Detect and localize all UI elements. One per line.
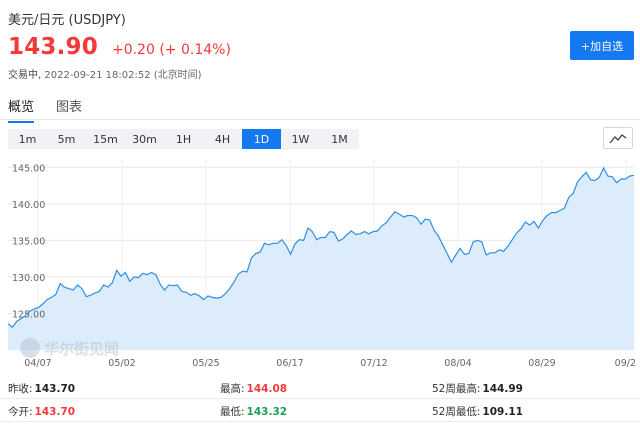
x-tick-label: 09/2 <box>615 358 636 369</box>
price-row: 143.90 +0.20 (+ 0.14%) <box>8 34 231 60</box>
period-1mo[interactable]: 1M <box>320 129 359 149</box>
line-chart-icon <box>609 134 627 144</box>
period-1m[interactable]: 1m <box>8 129 47 149</box>
stat-52w-low: 52周最低: 109.11 <box>432 404 523 419</box>
period-30m[interactable]: 30m <box>125 129 164 149</box>
prev-close-value: 143.70 <box>34 383 76 395</box>
stats-table: 昨收: 143.70 最高: 144.08 52周最高: 144.99 今开: 143.… <box>0 376 640 422</box>
x-tick-label: 06/17 <box>276 358 303 369</box>
chart-type-toggle[interactable] <box>603 127 633 149</box>
last-price: 143.90 <box>8 34 98 60</box>
y-tick-label: 145.00 <box>12 163 45 174</box>
status-label: 交易中, <box>8 70 42 81</box>
watermark: 华尔街见闻 <box>20 338 119 358</box>
period-1h[interactable]: 1H <box>164 129 203 149</box>
stat-52w-high: 52周最高: 144.99 <box>432 381 523 396</box>
stat-low: 最低: 143.32 <box>220 404 287 419</box>
prev-close-label: 昨收: <box>8 383 33 395</box>
period-5m[interactable]: 5m <box>47 129 86 149</box>
period-15m[interactable]: 15m <box>86 129 125 149</box>
x-tick-label: 08/04 <box>444 358 471 369</box>
view-tabs: 概览 图表 <box>8 96 104 123</box>
low-value: 143.32 <box>246 406 288 418</box>
stats-row: 今开: 143.70 最低: 143.32 52周最低: 109.11 <box>0 399 640 422</box>
stat-open: 今开: 143.70 <box>8 404 75 419</box>
watermark-text: 华尔街见闻 <box>44 340 119 358</box>
stat-prev-close: 昨收: 143.70 <box>8 381 75 396</box>
tabs-divider <box>0 119 640 120</box>
x-axis-ticks: 04/07 05/02 05/25 06/17 07/12 08/04 08/29 09/2 <box>24 358 636 369</box>
x-tick-label: 05/02 <box>108 358 135 369</box>
price-chart[interactable]: 125.00 130.00 135.00 140.00 145.00 04/07 05/0… <box>0 152 640 372</box>
x-tick-label: 05/25 <box>192 358 219 369</box>
tab-chart[interactable]: 图表 <box>56 100 83 115</box>
period-4h[interactable]: 4H <box>203 129 242 149</box>
add-watchlist-button[interactable]: +加自选 <box>570 31 634 60</box>
period-selector: 1m 5m 15m 30m 1H 4H 1D 1W 1M <box>8 129 359 149</box>
price-change: +0.20 (+ 0.14%) <box>111 42 231 58</box>
period-1d[interactable]: 1D <box>242 129 281 149</box>
period-1w[interactable]: 1W <box>281 129 320 149</box>
tab-overview[interactable]: 概览 <box>8 96 35 123</box>
high-label: 最高: <box>220 383 245 395</box>
stat-high: 最高: 144.08 <box>220 381 287 396</box>
week52-low-value: 109.11 <box>482 406 523 418</box>
y-tick-label: 140.00 <box>12 200 45 211</box>
price-area <box>8 168 634 350</box>
open-value: 143.70 <box>34 406 76 418</box>
x-tick-label: 04/07 <box>24 358 51 369</box>
y-axis-ticks: 125.00 130.00 135.00 140.00 145.00 <box>12 163 45 320</box>
week52-high-value: 144.99 <box>482 383 523 395</box>
week52-high-label: 52周最高: <box>432 383 481 395</box>
watermark-logo <box>20 338 40 358</box>
y-tick-label: 125.00 <box>12 309 45 320</box>
low-label: 最低: <box>220 406 245 418</box>
y-tick-label: 135.00 <box>12 236 45 247</box>
quote-timestamp: 2022-09-21 18:02:52 (北京时间) <box>44 70 202 81</box>
x-tick-label: 08/29 <box>528 358 555 369</box>
instrument-title: 美元/日元 (USDJPY) <box>8 13 126 28</box>
x-tick-label: 07/12 <box>360 358 387 369</box>
trading-status: 交易中, 2022-09-21 18:02:52 (北京时间) <box>8 66 202 81</box>
y-tick-label: 130.00 <box>12 273 45 284</box>
price-line <box>7 166 635 329</box>
high-value: 144.08 <box>246 383 288 395</box>
week52-low-label: 52周最低: <box>432 406 481 418</box>
open-label: 今开: <box>8 406 33 418</box>
stats-row: 昨收: 143.70 最高: 144.08 52周最高: 144.99 <box>0 376 640 399</box>
